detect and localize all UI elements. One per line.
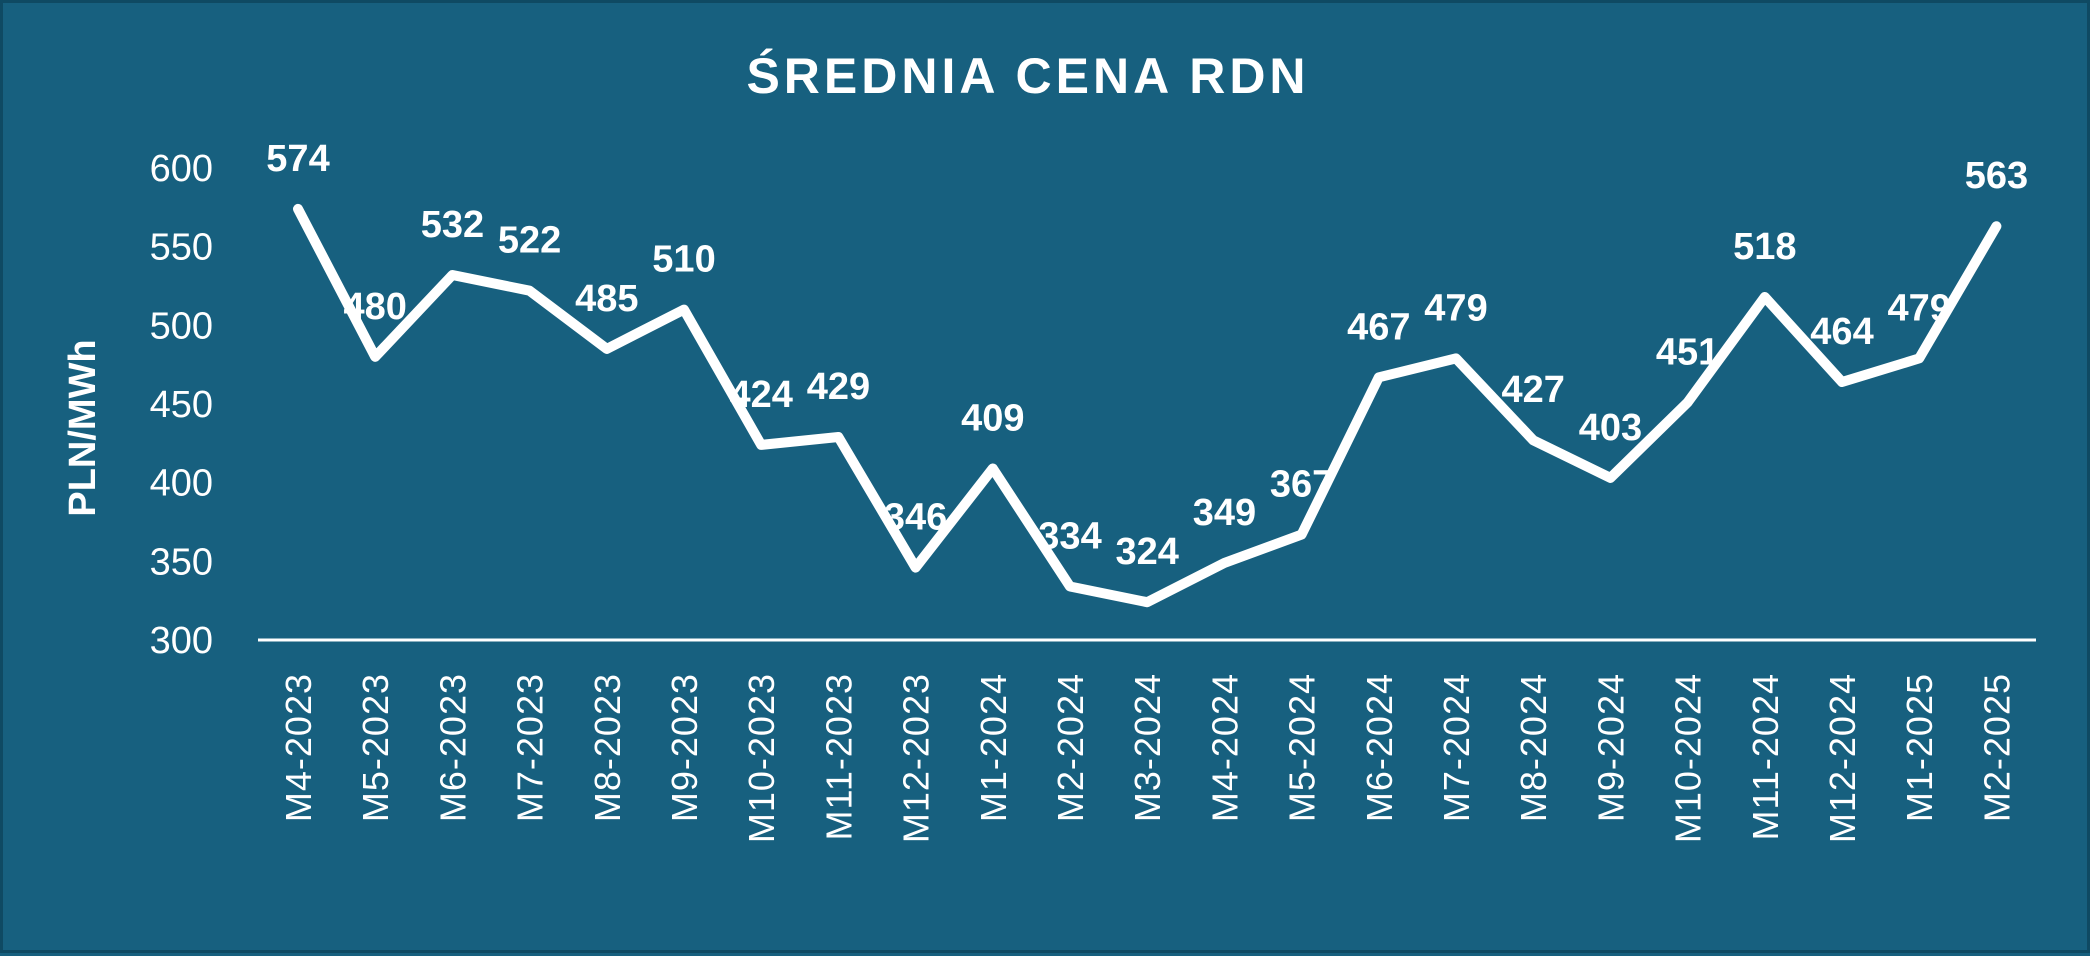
x-tick-label: M12-2024 xyxy=(1822,673,1863,843)
data-label: 346 xyxy=(884,497,947,539)
y-tick-label: 300 xyxy=(150,620,213,662)
data-label: 427 xyxy=(1501,369,1564,411)
chart-title: ŚREDNIA CENA RDN xyxy=(746,48,1309,104)
data-label: 424 xyxy=(729,374,792,416)
x-tick-label: M6-2023 xyxy=(432,673,473,822)
data-label: 479 xyxy=(1424,287,1487,329)
y-tick-labels: 300 350 400 450 500 550 600 xyxy=(150,148,213,662)
x-tick-label: M1-2024 xyxy=(973,673,1014,822)
y-axis-label: PLN/MWh xyxy=(62,339,104,516)
data-label: 349 xyxy=(1193,492,1256,534)
data-label: 403 xyxy=(1579,407,1642,449)
x-tick-labels: M4-2023 M5-2023 M6-2023 M7-2023 M8-2023 M9-20… xyxy=(278,673,2017,843)
data-label: 518 xyxy=(1733,226,1796,268)
data-label: 324 xyxy=(1115,531,1178,573)
data-label: 532 xyxy=(421,204,484,246)
x-tick-label: M12-2023 xyxy=(896,673,937,843)
data-label: 464 xyxy=(1810,311,1873,353)
x-tick-label: M2-2025 xyxy=(1976,673,2017,822)
x-tick-label: M11-2024 xyxy=(1745,673,1786,840)
y-tick-label: 500 xyxy=(150,305,213,347)
data-label: 479 xyxy=(1887,287,1950,329)
x-tick-label: M4-2024 xyxy=(1204,673,1245,822)
y-tick-label: 350 xyxy=(150,541,213,583)
x-tick-label: M8-2024 xyxy=(1513,673,1554,822)
x-tick-label: M10-2023 xyxy=(741,673,782,843)
y-tick-label: 400 xyxy=(150,463,213,505)
data-label: 480 xyxy=(343,286,406,328)
x-tick-label: M11-2023 xyxy=(818,673,859,840)
data-label: 429 xyxy=(807,366,870,408)
x-tick-label: M3-2024 xyxy=(1127,673,1168,822)
x-tick-label: M10-2024 xyxy=(1668,673,1709,843)
x-tick-label: M4-2023 xyxy=(278,673,319,822)
y-tick-label: 550 xyxy=(150,227,213,269)
data-label: 510 xyxy=(652,239,715,281)
x-tick-label: M9-2023 xyxy=(664,673,705,822)
data-label: 409 xyxy=(961,398,1024,440)
data-label: 467 xyxy=(1347,306,1410,348)
x-tick-label: M6-2024 xyxy=(1359,673,1400,822)
drop-lines xyxy=(297,208,1998,640)
line-chart: ŚREDNIA CENA RDN PLN/MWh 300 350 400 450 500… xyxy=(62,48,2036,843)
x-tick-label: M7-2023 xyxy=(510,673,551,822)
price-series-line xyxy=(293,203,2002,608)
x-tick-label: M5-2024 xyxy=(1282,673,1323,822)
data-label: 451 xyxy=(1656,331,1719,373)
x-tick-label: M8-2023 xyxy=(587,673,628,822)
y-tick-label: 600 xyxy=(150,148,213,190)
data-label: 563 xyxy=(1965,155,2028,197)
data-label: 485 xyxy=(575,278,638,320)
x-tick-label: M2-2024 xyxy=(1050,673,1091,822)
data-label: 334 xyxy=(1038,516,1101,558)
data-label: 367 xyxy=(1270,464,1333,506)
x-tick-label: M7-2024 xyxy=(1436,673,1477,822)
x-tick-label: M9-2024 xyxy=(1590,673,1631,822)
data-label: 574 xyxy=(266,138,329,180)
data-labels: 574 480 532 522 485 510 424 429 346 409 334 324 349 3… xyxy=(266,138,2028,573)
y-tick-label: 450 xyxy=(150,384,213,426)
x-tick-label: M5-2023 xyxy=(355,673,396,822)
x-tick-label: M1-2025 xyxy=(1899,673,1940,822)
data-label: 522 xyxy=(498,220,561,262)
